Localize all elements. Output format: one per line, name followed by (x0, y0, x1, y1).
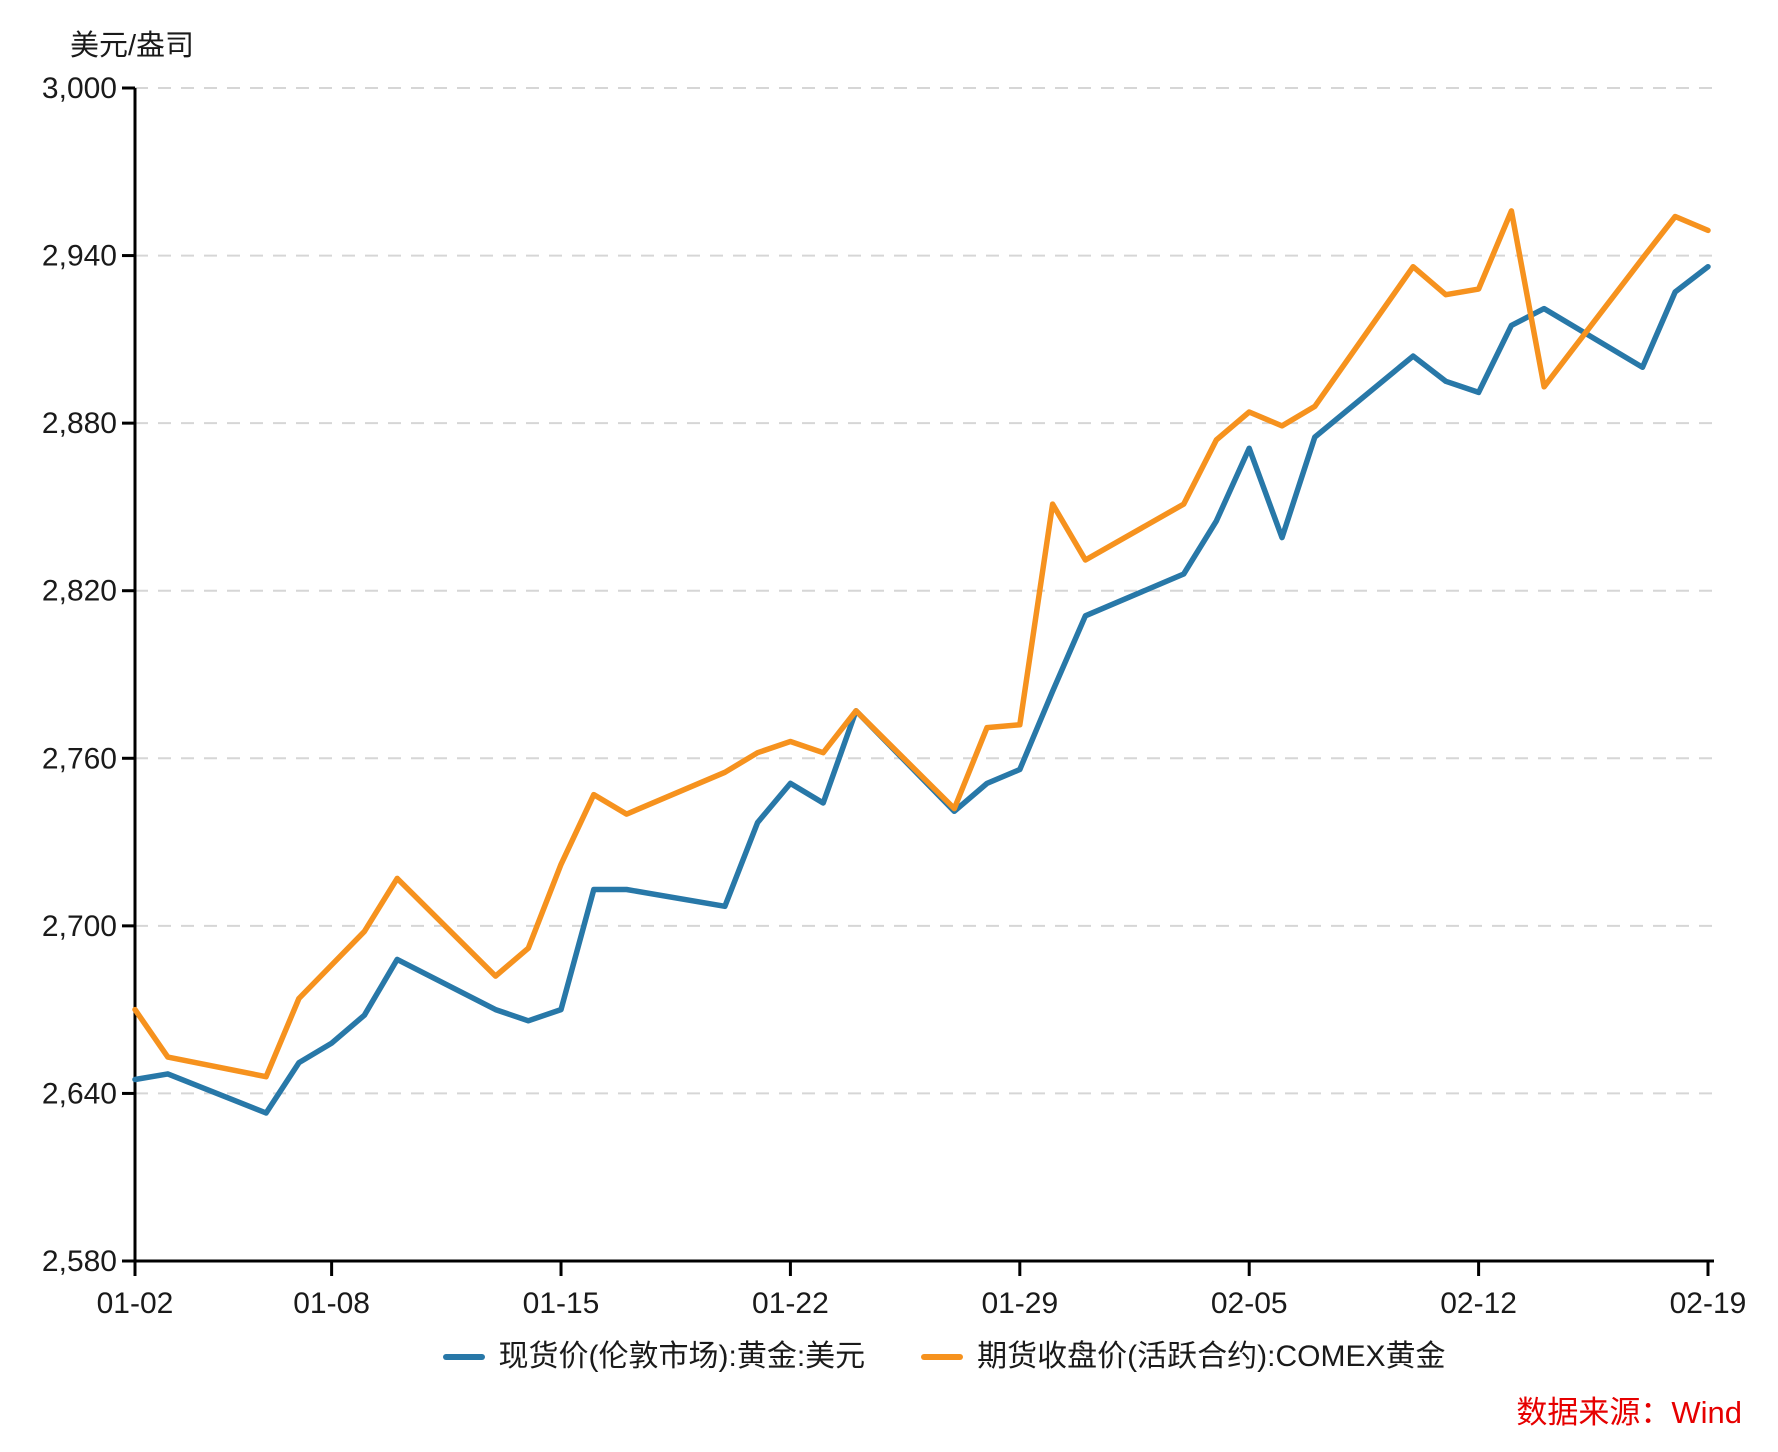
x-axis-tick-labels: 01-02 01-08 01-15 01-22 01-29 02-05 02-12 02-19 (97, 1287, 1747, 1320)
y-tick-label: 2,940 (42, 240, 117, 273)
x-tick-label: 01-15 (523, 1287, 600, 1320)
axes (122, 86, 1714, 1276)
y-tick-label: 2,820 (42, 575, 117, 608)
y-tick-label: 2,640 (42, 1077, 117, 1110)
x-tick-label: 02-19 (1670, 1287, 1747, 1320)
x-tick-label: 02-05 (1211, 1287, 1288, 1320)
legend-label-spot: 现货价(伦敦市场):黄金:美元 (498, 1340, 866, 1373)
y-tick-label: 2,880 (42, 407, 117, 440)
x-tick-label: 01-08 (293, 1287, 370, 1320)
legend: 现货价(伦敦市场):黄金:美元 期货收盘价(活跃合约):COMEX黄金 (55, 1342, 1778, 1372)
y-tick-label: 2,580 (42, 1245, 117, 1278)
x-tick-label: 01-02 (97, 1287, 174, 1320)
y-tick-label: 3,000 (42, 72, 117, 105)
data-series-lines (132, 208, 1711, 1116)
spot-line-swatch (442, 1354, 485, 1360)
gridlines (135, 87, 1712, 1095)
futures-line-swatch (921, 1354, 964, 1360)
y-axis-tick-labels: 2,580 2,640 2,700 2,760 2,820 2,880 2,940 3,000 (42, 72, 117, 1278)
y-tick-label: 2,760 (42, 742, 117, 775)
legend-label-futures: 期货收盘价(活跃合约):COMEX黄金 (977, 1340, 1446, 1373)
legend-item-spot-price[interactable]: 现货价(伦敦市场):黄金:美元 (442, 1340, 866, 1373)
x-tick-label: 01-22 (752, 1287, 829, 1320)
series-line-spot (132, 263, 1711, 1116)
legend-item-futures-price[interactable]: 期货收盘价(活跃合约):COMEX黄金 (921, 1342, 1445, 1372)
series-line-futures (132, 208, 1711, 1080)
x-tick-label: 02-12 (1440, 1287, 1517, 1320)
y-axis-unit-label: 美元/盎司 (70, 29, 194, 62)
y-tick-label: 2,700 (42, 910, 117, 943)
x-tick-label: 01-29 (981, 1287, 1058, 1320)
data-source-label: 数据来源：Wind (1516, 1395, 1742, 1430)
